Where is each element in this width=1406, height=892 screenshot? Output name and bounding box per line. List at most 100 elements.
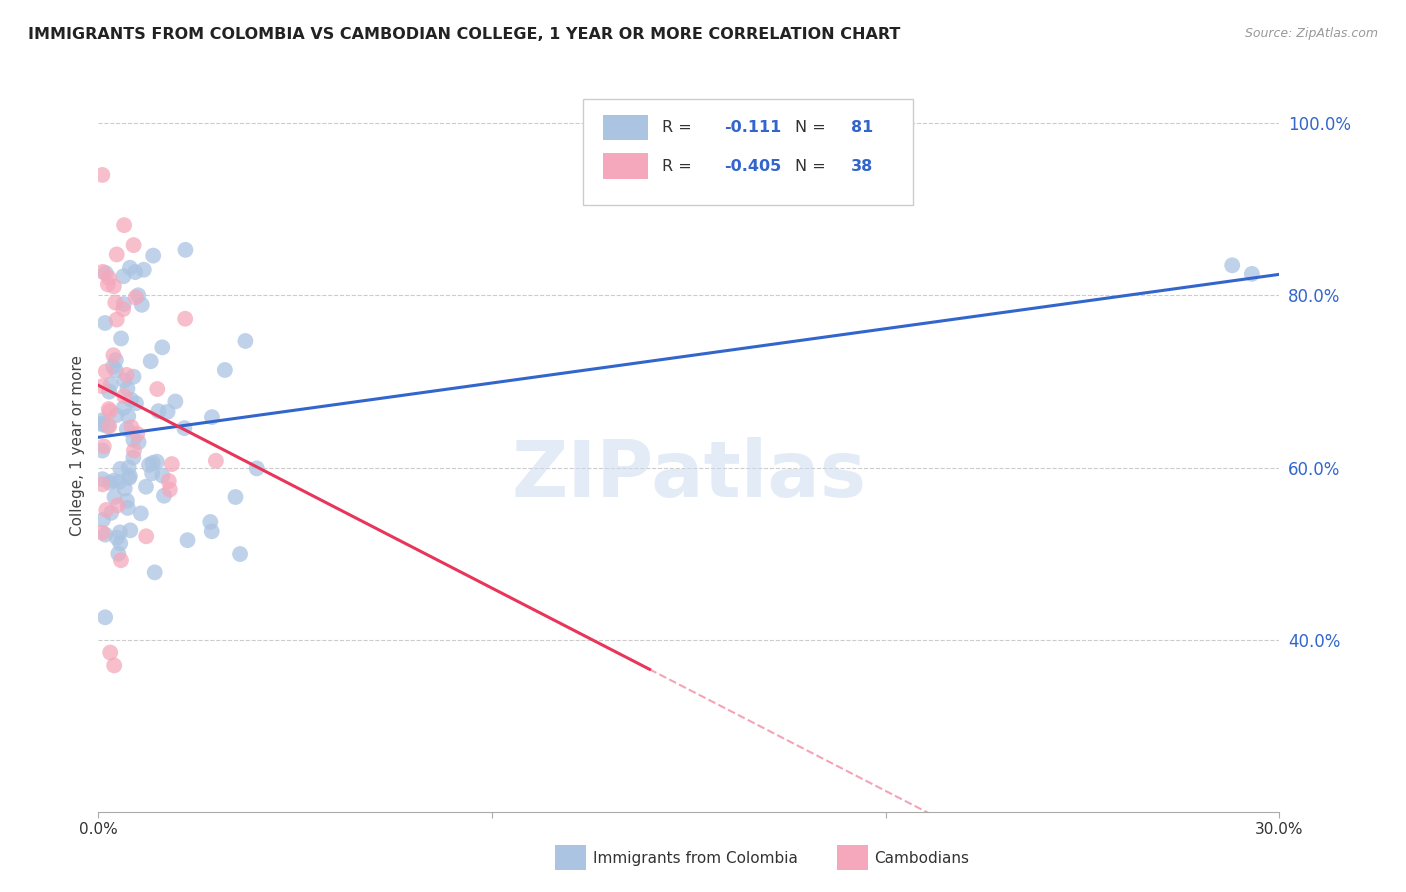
Point (104, 363, 127, 377)
Point (97, 277, 120, 292)
Point (91, 472, 114, 486)
Text: -0.111: -0.111 (724, 120, 782, 135)
Point (112, 373, 135, 387)
Text: -0.405: -0.405 (724, 159, 782, 174)
Point (97, 419, 120, 434)
Text: N =: N = (796, 159, 831, 174)
Point (91, 417, 114, 432)
Point (141, 467, 163, 481)
Text: IMMIGRANTS FROM COLOMBIA VS CAMBODIAN COLLEGE, 1 YEAR OR MORE CORRELATION CHART: IMMIGRANTS FROM COLOMBIA VS CAMBODIAN CO… (28, 27, 900, 42)
Point (205, 454, 228, 468)
Point (174, 311, 197, 326)
Point (142, 249, 165, 263)
Point (91, 265, 114, 279)
Point (153, 489, 176, 503)
Point (97, 270, 120, 285)
Point (1240, 267, 1263, 281)
Point (146, 382, 169, 396)
Point (142, 456, 165, 470)
Point (124, 265, 146, 279)
Point (91, 525, 114, 540)
Point (174, 243, 197, 257)
Point (224, 490, 246, 504)
Point (135, 529, 157, 543)
Point (128, 435, 150, 450)
Point (1220, 258, 1243, 272)
Point (157, 474, 180, 488)
Point (107, 499, 129, 513)
Point (97, 402, 120, 417)
Point (98, 419, 121, 434)
Point (200, 515, 222, 529)
Point (105, 408, 128, 422)
Point (105, 531, 128, 545)
Text: Source: ZipAtlas.com: Source: ZipAtlas.com (1244, 27, 1378, 40)
Point (117, 460, 139, 475)
Text: 38: 38 (851, 159, 873, 174)
Point (165, 394, 187, 409)
Point (91, 443, 114, 458)
Point (105, 247, 128, 261)
Point (124, 290, 146, 304)
Point (148, 404, 170, 418)
Point (98, 646, 121, 660)
Point (125, 396, 148, 410)
Point (110, 331, 132, 345)
Point (108, 525, 131, 540)
Point (94, 266, 117, 280)
Text: ZIPatlas: ZIPatlas (512, 437, 866, 513)
Point (112, 218, 135, 232)
FancyBboxPatch shape (582, 99, 914, 204)
Point (103, 348, 125, 362)
Point (91, 379, 114, 393)
Point (118, 260, 141, 275)
Point (103, 359, 125, 374)
Point (110, 462, 132, 476)
Point (201, 524, 224, 539)
Point (173, 421, 195, 435)
Point (127, 426, 149, 441)
Point (235, 334, 257, 348)
Point (120, 420, 142, 434)
Point (108, 475, 131, 489)
Point (122, 369, 145, 384)
Point (112, 389, 135, 403)
Point (117, 500, 139, 515)
Point (91, 477, 114, 491)
Point (112, 302, 135, 317)
Point (122, 450, 145, 465)
Point (118, 471, 141, 485)
Point (110, 553, 132, 567)
Point (91, 417, 114, 431)
Point (98, 475, 121, 490)
FancyBboxPatch shape (603, 153, 648, 179)
Text: R =: R = (662, 159, 696, 174)
Point (105, 312, 128, 326)
Point (135, 480, 157, 494)
Point (100, 506, 122, 520)
Point (122, 238, 145, 252)
Point (115, 368, 138, 382)
Point (117, 382, 139, 396)
Point (98, 384, 121, 399)
Point (160, 457, 183, 471)
Point (107, 547, 129, 561)
Point (104, 353, 127, 368)
Point (122, 433, 145, 447)
Point (91, 168, 114, 182)
Text: Immigrants from Colombia: Immigrants from Colombia (593, 851, 799, 865)
Point (176, 533, 198, 548)
Point (127, 288, 149, 302)
Point (94, 316, 117, 330)
Text: N =: N = (796, 120, 831, 135)
Point (150, 340, 173, 354)
Point (103, 658, 125, 673)
Point (132, 262, 155, 277)
Point (129, 507, 152, 521)
Point (214, 363, 236, 377)
Point (120, 524, 142, 538)
Point (118, 469, 141, 483)
Point (98, 404, 121, 418)
Point (112, 297, 135, 311)
Point (139, 354, 162, 368)
